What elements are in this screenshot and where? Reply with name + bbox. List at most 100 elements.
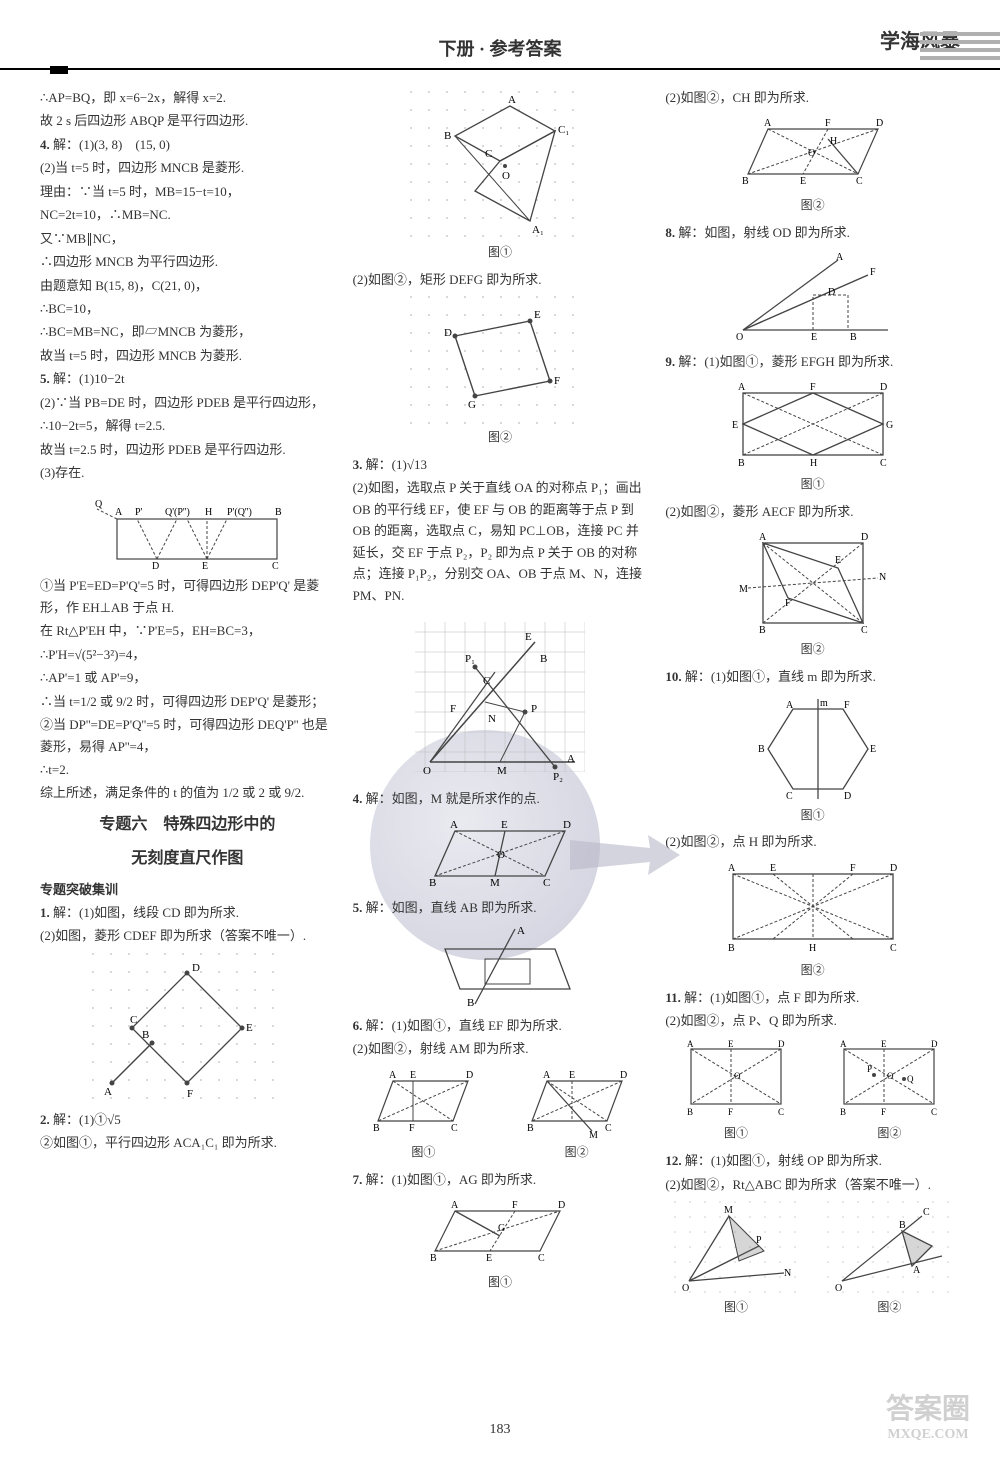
- svg-text:F: F: [785, 598, 791, 609]
- page-number: 183: [0, 1422, 1000, 1438]
- text: ∴当 t=1/2 或 9/2 时，可得四边形 DEP'Q' 是菱形；: [40, 691, 335, 712]
- svg-text:E: E: [525, 631, 532, 643]
- figure-1: A B C D E F: [40, 953, 335, 1103]
- svg-text:E: E: [246, 1022, 253, 1034]
- svg-text:C₁: C₁: [558, 124, 569, 136]
- text: 理由：∵当 t=5 时，MB=15−t=10，: [40, 181, 335, 202]
- text: 又∵MB∥NC，: [40, 228, 335, 249]
- fig-caption: 图②: [565, 1143, 589, 1163]
- watermark-sub: MXQE.COM: [886, 1427, 970, 1443]
- text: ∴四边形 MNCB 为平行四边形.: [40, 251, 335, 272]
- svg-text:A: A: [728, 863, 736, 874]
- text: 7. 解：(1)如图①，AG 即为所求.: [353, 1169, 648, 1190]
- svg-text:D: D: [890, 863, 897, 874]
- svg-text:D: D: [152, 561, 159, 569]
- figure-10b: AE FD BHC 图②: [665, 859, 960, 981]
- figure-4: A E D O B M C: [353, 816, 648, 891]
- svg-text:M: M: [589, 1130, 598, 1141]
- column-2: A B C O C₁ A₁ 图① (2)如图②，矩形 DEFG 即为所求. D …: [353, 85, 648, 1413]
- svg-text:F: F: [870, 267, 876, 278]
- text: 解：如图，直线 AB 即为所求.: [366, 900, 537, 915]
- text: ∴P'H=√(5²−3²)=4，: [40, 644, 335, 665]
- text: 2. 解：(1)①√5: [40, 1109, 335, 1130]
- figure-6b: AE D BM C 图②: [506, 1066, 647, 1163]
- figure-10a: AmF BE CD 图①: [665, 694, 960, 826]
- svg-text:O: O: [682, 1283, 689, 1294]
- figure-11-pair: AED O BFC 图① AED POQ BFC 图②: [665, 1033, 960, 1148]
- fig-caption: 图②: [488, 428, 512, 448]
- text: 5. 解：(1)10−2t: [40, 368, 335, 389]
- watermark: 答案圈 MXQE.COM: [886, 1387, 970, 1443]
- svg-text:D: D: [444, 327, 452, 339]
- figure-12a: MP ON 图①: [665, 1201, 806, 1318]
- svg-text:A: A: [508, 94, 516, 106]
- text: 解：如图，M 就是所求作的点.: [366, 791, 540, 806]
- svg-text:H: H: [809, 943, 816, 954]
- figure-2-top: A B C O C₁ A₁ 图①: [353, 91, 648, 263]
- column-1: ∴AP=BQ，即 x=6−2x，解得 x=2. 故 2 s 后四边形 ABQP …: [40, 85, 335, 1413]
- text: 10. 解：(1)如图①，直线 m 即为所求.: [665, 666, 960, 687]
- qnum: 4.: [353, 791, 363, 806]
- text: (2)如图②，菱形 AECF 即为所求.: [665, 501, 960, 522]
- fig-caption: 图①: [724, 1298, 748, 1318]
- text: NC=2t=10，∴MB=NC.: [40, 204, 335, 225]
- text: (2)如图②，矩形 DEFG 即为所求.: [353, 269, 648, 290]
- fig-caption: 图②: [877, 1298, 901, 1318]
- figure-6-pair: AE D BF C 图① AE D BM C: [353, 1062, 648, 1167]
- svg-text:A: A: [451, 1200, 459, 1211]
- svg-text:C: C: [931, 1107, 937, 1117]
- svg-text:C: C: [272, 561, 279, 569]
- svg-text:E: E: [534, 309, 541, 321]
- text: 解：(1)10−2t: [53, 371, 125, 386]
- svg-text:N: N: [784, 1268, 791, 1279]
- fig-caption: 图②: [801, 961, 825, 981]
- text: 4. 解：(1)(3, 8) (15, 0): [40, 134, 335, 155]
- watermark-main: 答案圈: [886, 1394, 970, 1425]
- text: ∴AP=BQ，即 x=6−2x，解得 x=2.: [40, 87, 335, 108]
- fig-caption: 图①: [488, 1273, 512, 1293]
- text: 由题意知 B(15, 8)，C(21, 0)，: [40, 275, 335, 296]
- svg-text:D: D: [778, 1039, 785, 1049]
- text: ∴AP'=1 或 AP'=9，: [40, 667, 335, 688]
- svg-text:H: H: [810, 458, 817, 469]
- qnum: 12.: [665, 1153, 681, 1168]
- svg-text:E: E: [202, 561, 208, 569]
- svg-text:M: M: [490, 877, 500, 889]
- svg-text:Q'(P''): Q'(P''): [165, 507, 190, 518]
- svg-text:A: A: [450, 819, 458, 831]
- text: 5. 解：如图，直线 AB 即为所求.: [353, 897, 648, 918]
- svg-text:E: E: [870, 744, 876, 755]
- text: (2)如图，选取点 P 关于直线 OA 的对称点 P₁；画出 OB 的平行线 E…: [353, 477, 648, 606]
- svg-text:B: B: [275, 507, 282, 518]
- brand-stripes: [920, 30, 1000, 60]
- fig-caption: 图①: [488, 243, 512, 263]
- svg-text:O: O: [887, 1071, 894, 1081]
- qnum: 5.: [40, 371, 50, 386]
- svg-text:B: B: [142, 1029, 149, 1041]
- qnum: 1.: [40, 905, 50, 920]
- text: 解：(1)①√5: [53, 1112, 121, 1127]
- svg-text:C: C: [130, 1014, 137, 1026]
- text: 解：(1)如图①，点 F 即为所求.: [684, 990, 859, 1005]
- svg-text:A: A: [836, 252, 844, 263]
- text: (2)如图②，Rt△ABC 即为所求（答案不唯一）.: [665, 1174, 960, 1195]
- svg-text:C: C: [451, 1123, 458, 1134]
- text: 解：(1)如图①，直线 EF 即为所求.: [366, 1018, 562, 1033]
- svg-text:P: P: [531, 703, 537, 715]
- svg-text:D: D: [844, 791, 851, 802]
- svg-text:F: F: [810, 382, 816, 393]
- svg-text:A: A: [115, 507, 123, 518]
- text: 故当 t=2.5 时，四边形 PDEB 是平行四边形.: [40, 439, 335, 460]
- svg-text:P₂: P₂: [553, 771, 563, 782]
- figure-7b: AFD HO BEC 图②: [665, 114, 960, 216]
- svg-text:B: B: [850, 332, 857, 343]
- text: 解：(1)如图，线段 CD 即为所求.: [53, 905, 239, 920]
- svg-text:C: C: [485, 148, 492, 160]
- svg-text:F: F: [409, 1123, 415, 1134]
- content-columns: ∴AP=BQ，即 x=6−2x，解得 x=2. 故 2 s 后四边形 ABQP …: [40, 85, 960, 1413]
- svg-text:F: F: [554, 375, 560, 387]
- qnum: 6.: [353, 1018, 363, 1033]
- svg-text:C: C: [778, 1107, 784, 1117]
- text: 6. 解：(1)如图①，直线 EF 即为所求.: [353, 1015, 648, 1036]
- svg-text:C: C: [543, 877, 550, 889]
